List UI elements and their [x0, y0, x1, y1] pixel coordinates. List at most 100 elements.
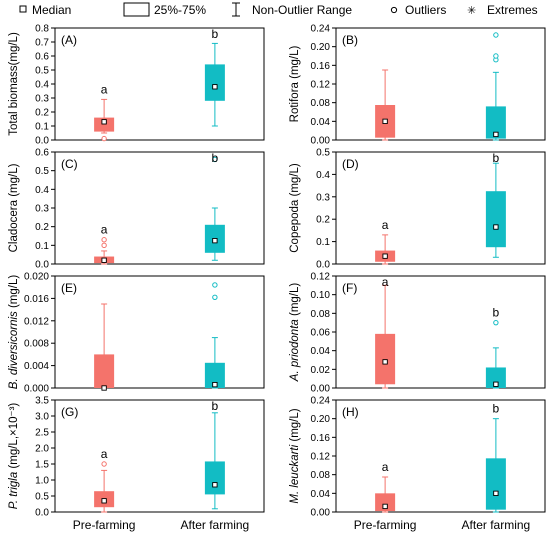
panel-a-ytick-label: 0.7 — [35, 38, 49, 49]
panel-d-ytick-label: 0.1 — [316, 237, 330, 248]
panel-d-ytick-label: 0.2 — [316, 215, 330, 226]
panel-h-letter: (H) — [342, 405, 359, 419]
panel-f-ytick-label: 0.12 — [311, 272, 331, 283]
panel-f-ytick-label: 0.00 — [311, 384, 331, 395]
panel-g-ylabel: P. trigla (mg/L,×10⁻³) — [8, 403, 20, 510]
panel-d-pre-farming-letter: a — [382, 218, 389, 232]
panel-f-ytick-label: 0.08 — [311, 309, 331, 320]
panel-f-ytick-label: 0.10 — [311, 290, 331, 301]
panel-b-after-farming-outlier — [493, 32, 499, 38]
panel-h-xtick-label: After farming — [462, 518, 531, 532]
panel-a-pre-farming-median — [101, 119, 107, 125]
panel-a-ytick-label: 0.1 — [35, 122, 49, 133]
panel-c-frame — [54, 151, 265, 265]
panel-g-ytick-label: 1.0 — [35, 476, 49, 487]
panel-c-ylabel: Cladocera (mg/L) — [8, 163, 20, 252]
panel-b-after-farming-box — [485, 106, 506, 139]
panel-c-ytick-label: 0.0 — [35, 260, 49, 271]
panel-c-after-farming-median — [212, 238, 218, 244]
panel-f-after-farming-letter: b — [493, 306, 500, 320]
panel-c-pre-farming-letter: a — [101, 223, 108, 237]
panel-b-ytick-label: 0.20 — [311, 42, 331, 53]
panel-g-pre-farming-letter: a — [101, 447, 108, 461]
panel-b-ytick-label: 0.04 — [311, 117, 331, 128]
panel-g-ytick-label: 2.5 — [35, 428, 49, 439]
panel-b-ytick-label: 0.24 — [311, 24, 331, 35]
panel-d: 0.0 0.1 0.2 0.3 0.4 0.5 Copepoda (mg/L) (D) a b — [289, 148, 546, 271]
panel-h-after-farming-letter: b — [493, 402, 500, 416]
panel-h-after-farming-box — [485, 458, 506, 510]
panel-h-pre-farming-median — [382, 503, 388, 510]
panel-g-after-farming-box — [204, 461, 225, 495]
panel-b-ytick-label: 0.00 — [311, 136, 331, 147]
legend-extreme-symbol: ✳ — [467, 5, 476, 17]
panel-e-pre-farming-median — [101, 385, 107, 391]
panel-a-ytick-label: 0.6 — [35, 52, 49, 63]
panel-f-ytick-label: 0.06 — [311, 328, 331, 339]
panel-h-after-farming-median — [493, 490, 499, 496]
panel-a-after-farming-box — [204, 64, 225, 101]
panel-a-ytick-label: 0.5 — [35, 66, 49, 77]
panel-c: 0.0 0.1 0.2 0.3 0.4 0.5 0.6 Cladocera (mg/L) (C)… — [8, 148, 265, 271]
legend-extremes-label: Extremes — [487, 3, 538, 17]
panel-g-pre-farming-outlier — [101, 461, 107, 467]
panel-g-after-farming-median — [212, 482, 218, 488]
panel-g-xtick-label: Pre-farming — [73, 518, 136, 532]
panel-h-ytick-label: 0.20 — [311, 414, 331, 425]
panel-a-after-farming-letter: b — [212, 27, 219, 41]
panel-c-ytick-label: 0.6 — [35, 148, 49, 159]
panel-h-ytick-label: 0.08 — [311, 470, 331, 481]
panel-a-pre-farming-box — [94, 117, 115, 132]
legend-range-symbol — [232, 2, 240, 17]
panel-b-ytick-label: 0.16 — [311, 61, 331, 72]
panel-e-after-farming-outlier — [212, 282, 218, 288]
panel-g-letter: (G) — [61, 405, 78, 419]
panel-b-pre-farming-median — [382, 118, 388, 124]
legend: Median 25%-75% Non-Outlier Range Outlier… — [19, 2, 538, 17]
panel-e-after-farming-box — [204, 362, 225, 388]
panel-d-ytick-label: 0.5 — [316, 148, 330, 159]
panel-a-pre-farming-letter: a — [101, 82, 108, 96]
panel-h-ytick-label: 0.04 — [311, 489, 331, 500]
panel-a-ytick-label: 0.8 — [35, 24, 49, 35]
panel-e-ytick-label: 0.016 — [24, 294, 49, 305]
panel-e-ytick-label: 0.000 — [24, 384, 49, 395]
panel-b-after-farming-median — [493, 131, 499, 138]
panel-e-frame — [54, 275, 265, 389]
panel-d-ytick-label: 0.4 — [316, 170, 330, 181]
legend-median-label: Median — [32, 3, 71, 17]
panel-c-ytick-label: 0.1 — [35, 241, 49, 252]
panel-f-after-farming-outlier — [493, 319, 499, 326]
panel-b-ytick-label: 0.08 — [311, 98, 331, 109]
panel-c-after-farming-letter: b — [212, 151, 219, 165]
panel-e-ylabel: B. diversicornis (mg/L) — [8, 275, 20, 390]
panel-a-after-farming-median — [212, 84, 218, 90]
panel-f-pre-farming-box — [375, 333, 396, 385]
panel-f-letter: (F) — [342, 281, 357, 295]
panel-d-ylabel: Copepoda (mg/L) — [289, 163, 301, 253]
panel-a-ylabel: Total biomass(mg/L) — [8, 32, 20, 136]
panel-b: 0.00 0.04 0.08 0.12 0.16 0.20 0.24 Rotifora (mg… — [289, 24, 546, 147]
panel-d-after-farming-box — [485, 191, 506, 248]
panel-g-ytick-label: 2.0 — [35, 444, 49, 455]
panel-f-after-farming-median — [493, 381, 499, 387]
panel-g: 0.0 0.5 1.0 1.5 2.0 2.5 3.0 3.5 P. trigla (mg/L,… — [8, 396, 265, 532]
panel-h-pre-farming-box — [375, 493, 396, 512]
panel-d-ytick-label: 0.3 — [316, 192, 330, 203]
panel-e-letter: (E) — [61, 281, 77, 295]
panel-h-ytick-label: 0.24 — [311, 396, 331, 407]
panel-g-pre-farming-median — [101, 498, 107, 504]
panel-h-frame — [335, 399, 546, 513]
panel-e-after-farming-outlier — [212, 294, 218, 300]
panel-d-frame — [335, 151, 546, 265]
panel-h-ylabel: M. leuckarti (mg/L) — [289, 408, 301, 503]
panel-c-ytick-label: 0.4 — [35, 185, 49, 196]
panel-g-ytick-label: 3.5 — [35, 396, 49, 407]
panel-f-ylabel: A. priodonta (mg/L) — [289, 283, 301, 383]
panel-d-pre-farming-median — [382, 253, 388, 259]
panel-f-after-farming-box — [485, 367, 506, 388]
panel-c-ytick-label: 0.2 — [35, 222, 49, 233]
panel-g-xtick-label: After farming — [181, 518, 250, 532]
panel-d-letter: (D) — [342, 157, 359, 171]
legend-range-label: Non-Outlier Range — [252, 3, 352, 17]
